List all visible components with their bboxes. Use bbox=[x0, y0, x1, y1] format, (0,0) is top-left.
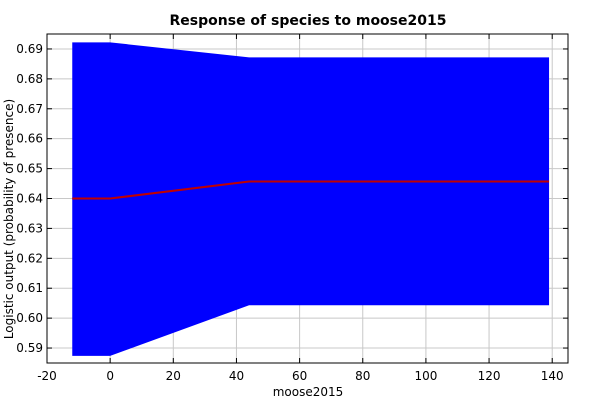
series-layer bbox=[72, 180, 550, 200]
y-tick-label: 0.65 bbox=[16, 162, 43, 176]
y-tick-label: 0.62 bbox=[16, 251, 43, 265]
y-axis-label: Logistic output (probability of presence… bbox=[2, 99, 16, 339]
response-line bbox=[72, 180, 550, 200]
y-tick-label: 0.69 bbox=[16, 42, 43, 56]
x-tick-label: 60 bbox=[292, 369, 307, 383]
y-axis-ticks: 0.59 0.60 0.61 0.62 0.63 0.64 0.65 0.66 0.67 0.68… bbox=[16, 42, 568, 355]
x-tick-label: 140 bbox=[541, 369, 564, 383]
y-tick-label: 0.60 bbox=[16, 311, 43, 325]
confidence-band-layer bbox=[72, 42, 550, 356]
y-tick-label: 0.59 bbox=[16, 341, 43, 355]
chart-title: Response of species to moose2015 bbox=[170, 13, 447, 29]
y-tick-label: 0.64 bbox=[16, 192, 43, 206]
x-tick-label: 80 bbox=[355, 369, 370, 383]
confidence-band bbox=[72, 42, 550, 356]
x-tick-label: 40 bbox=[229, 369, 244, 383]
y-tick-label: 0.68 bbox=[16, 72, 43, 86]
x-tick-label: 20 bbox=[166, 369, 181, 383]
x-tick-label: 0 bbox=[106, 369, 114, 383]
x-tick-label: 100 bbox=[414, 369, 437, 383]
x-axis-ticks: -20 0 20 40 60 80 100 120 140 bbox=[37, 34, 564, 383]
x-axis-label: moose2015 bbox=[273, 385, 344, 399]
y-tick-label: 0.66 bbox=[16, 132, 43, 146]
x-tick-label: -20 bbox=[37, 369, 57, 383]
x-tick-label: 120 bbox=[478, 369, 501, 383]
y-tick-label: 0.67 bbox=[16, 102, 43, 116]
y-tick-label: 0.61 bbox=[16, 281, 43, 295]
y-tick-label: 0.63 bbox=[16, 221, 43, 235]
